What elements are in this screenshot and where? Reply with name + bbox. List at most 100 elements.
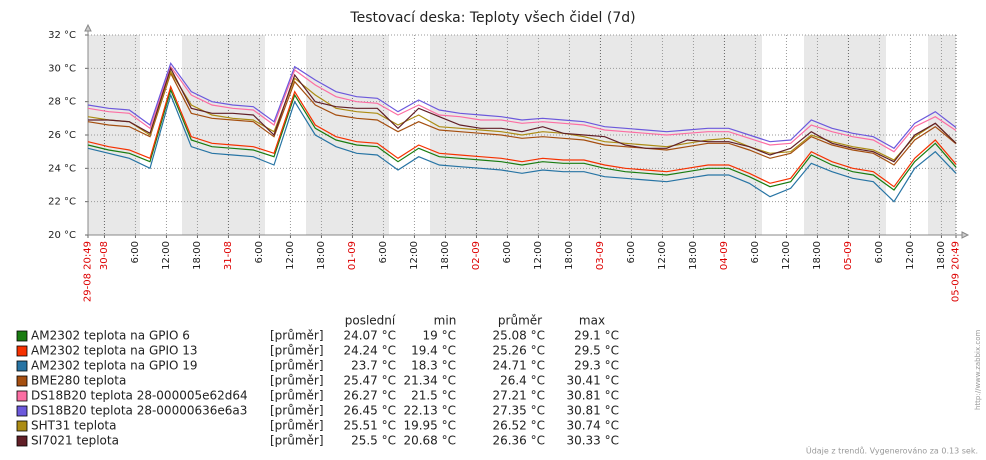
x-tick-label: 6:00 [626,241,637,263]
legend-function: [průměr] [270,419,324,433]
x-tick-label: 01-09 [347,241,358,270]
legend-name: AM2302 teplota na GPIO 19 [31,359,198,373]
y-tick-label: 26 °C [48,130,76,141]
legend-name: BME280 teplota [31,374,126,388]
legend-stat: 19.95 °C [403,419,456,433]
x-tick-label: 12:00 [781,241,792,270]
x-axis-arrow [961,231,970,239]
legend-function: [průměr] [270,329,324,343]
x-tick-label: 18:00 [440,241,451,270]
y-axis-arrow [84,23,92,32]
legend-stat: 25.47 °C [343,374,396,388]
x-tick-label: 6:00 [254,241,265,263]
legend-stat: 25.26 °C [492,344,545,358]
y-tick-label: 24 °C [48,163,76,174]
legend-stat: 24.24 °C [343,344,396,358]
y-tick-label: 30 °C [48,63,76,74]
x-tick-label: 04-09 [719,241,730,270]
legend-function: [průměr] [270,344,324,358]
x-tick-label: 18:00 [688,241,699,270]
x-tick-label: 12:00 [533,241,544,270]
footer: Údaje z trendů. Vygenerováno za 0.13 sek… [806,445,978,456]
legend-column-header: průměr [498,314,542,328]
y-tick-label: 28 °C [48,97,76,108]
y-tick-label: 32 °C [48,30,76,41]
legend-stat: 30.74 °C [566,419,619,433]
legend-swatch [16,435,28,447]
legend-name: AM2302 teplota na GPIO 6 [31,329,190,343]
legend-name: SHT31 teplota [31,419,117,433]
legend-function: [průměr] [270,404,324,418]
legend-stat: 26.27 °C [343,389,396,403]
legend-column-header: poslední [345,314,396,328]
legend-swatch [16,345,28,357]
shade [88,35,140,235]
legend-swatch [16,390,28,402]
legend-stat: 21.34 °C [403,374,456,388]
x-tick-label: 12:00 [657,241,668,270]
legend-function: [průměr] [270,434,324,448]
x-tick-label: 05-09 [843,241,854,270]
series-line [87,70,957,161]
legend-name: DS18B20 teplota 28-000005e62d64 [31,389,248,403]
legend-stat: 30.81 °C [566,404,619,418]
x-tick-label: 12:00 [409,241,420,270]
legend-stat: 25.51 °C [343,419,396,433]
legend-stat: 25.5 °C [351,434,396,448]
series-line [87,65,957,153]
x-tick-label: 18:00 [316,241,327,270]
legend-stat: 27.35 °C [492,404,545,418]
x-tick-label: 6:00 [130,241,141,263]
legend-stat: 29.1 °C [574,329,619,343]
x-tick-label: 02-09 [471,241,482,270]
x-tick-label: 6:00 [750,241,761,263]
legend-swatch [16,420,28,432]
legend-stat: 26.52 °C [492,419,545,433]
legend-stat: 30.41 °C [566,374,619,388]
series-line [87,88,957,191]
legend-function: [průměr] [270,374,324,388]
series-line [88,66,957,163]
legend-swatch [16,375,28,387]
legend-name: DS18B20 teplota 28-00000636e6a3 [31,404,247,418]
x-tick-label: 6:00 [378,241,389,263]
legend-stat: 24.71 °C [492,359,545,373]
x-tick-label: 03-09 [595,241,606,270]
legend-stat: 27.21 °C [492,389,545,403]
legend-stat: 24.07 °C [343,329,396,343]
x-tick-label: 05-09 20:49 [951,241,962,302]
legend-function: [průměr] [270,389,324,403]
legend-stat: 30.33 °C [566,434,619,448]
legend-swatch [16,330,28,342]
x-tick-label: 18:00 [192,241,203,270]
shade [928,35,956,235]
x-tick-label: 29-08 20:49 [83,241,94,302]
legend-stat: 23.7 °C [351,359,396,373]
x-tick-label: 12:00 [905,241,916,270]
legend-function: [průměr] [270,359,324,373]
legend-stat: 26.45 °C [343,404,396,418]
legend-stat: 26.4 °C [500,374,545,388]
series-line [87,62,957,150]
chart-title: Testovací deska: Teploty všech čidel (7d… [349,10,635,26]
x-tick-label: 30-08 [99,241,110,270]
legend-column-header: min [434,314,457,328]
x-tick-label: 18:00 [812,241,823,270]
legend-stat: 29.3 °C [574,359,619,373]
legend-stat: 26.36 °C [492,434,545,448]
legend-stat: 22.13 °C [403,404,456,418]
legend-stat: 20.68 °C [403,434,456,448]
legend-name: SI7021 teplota [31,434,119,448]
legend-stat: 19.4 °C [411,344,456,358]
legend-swatch [16,360,28,372]
x-tick-label: 18:00 [564,241,575,270]
legend-stat: 30.81 °C [566,389,619,403]
x-tick-label: 6:00 [502,241,513,263]
x-tick-label: 31-08 [223,241,234,270]
y-tick-label: 20 °C [48,230,76,241]
x-tick-label: 6:00 [874,241,885,263]
x-tick-label: 12:00 [161,241,172,270]
legend-stat: 19 °C [423,329,456,343]
legend-name: AM2302 teplota na GPIO 13 [31,344,198,358]
